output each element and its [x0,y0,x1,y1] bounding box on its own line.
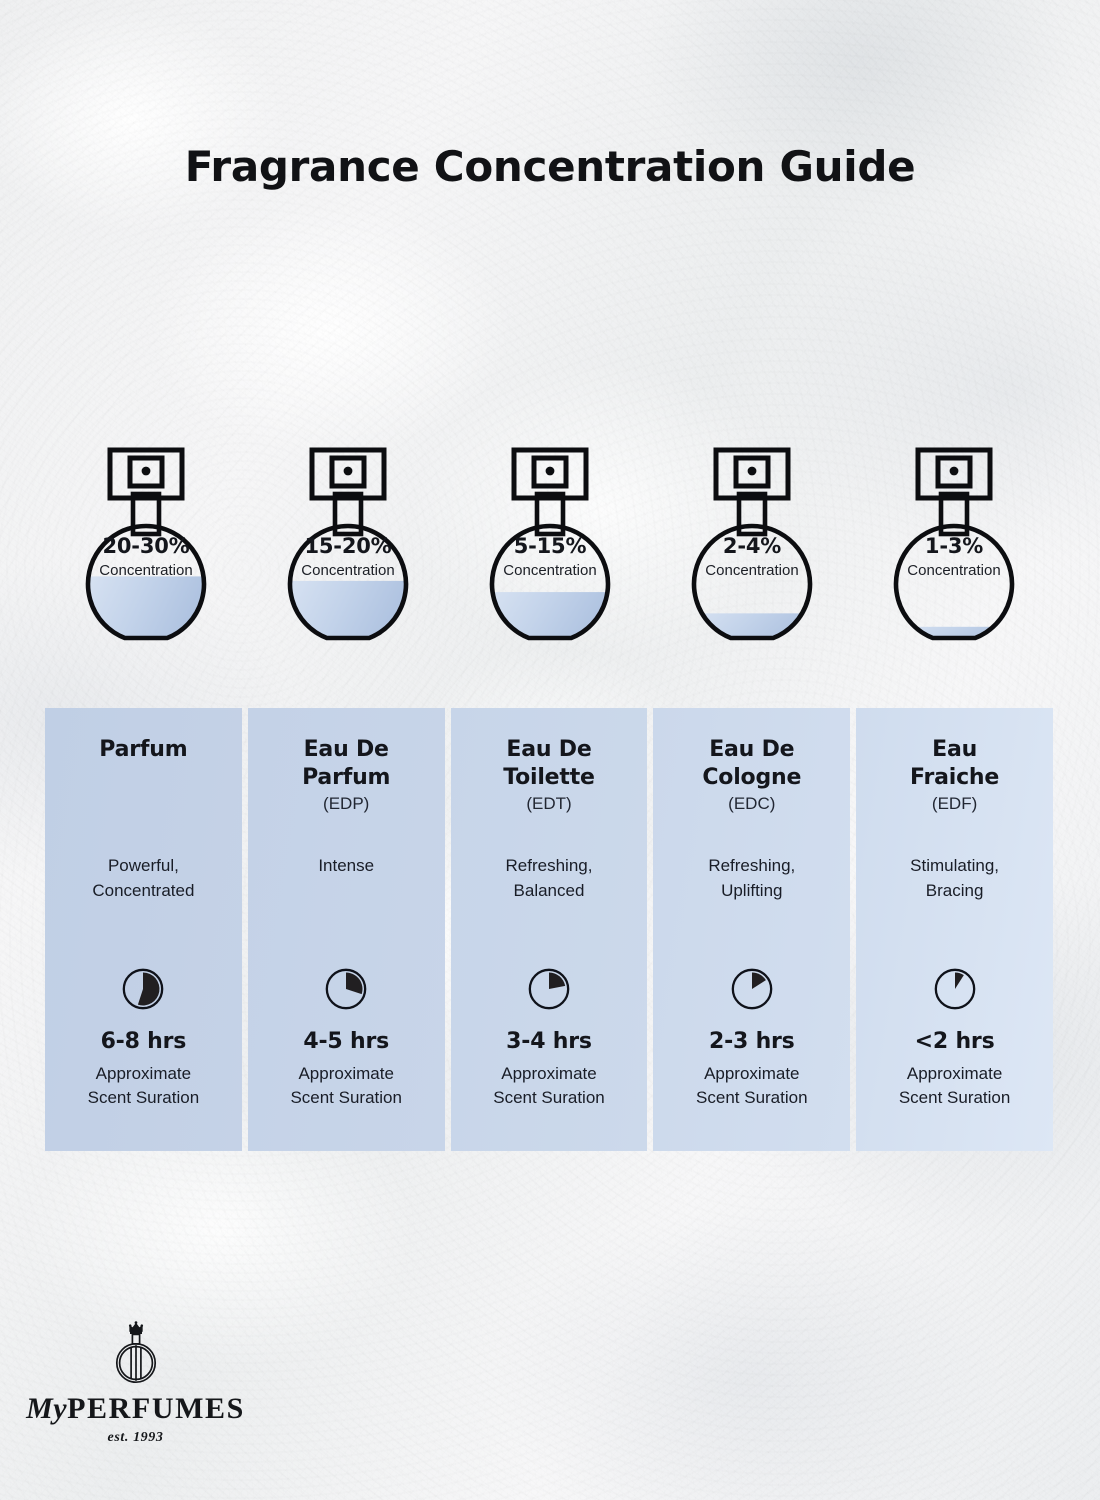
perfume-bottle-icon [691,447,813,641]
card-title: Eau De Parfum [302,737,391,790]
card-description: Refreshing, Uplifting [708,856,796,900]
card-description: Intense [318,856,375,875]
card-title: Eau Fraiche [910,737,1000,790]
card-description: Stimulating, Bracing [910,856,999,900]
crown-bottle-emblem-icon [115,1321,156,1384]
duration-caption: Approximate Scent Suration [696,1064,808,1107]
card-title: Eau De Cologne [702,737,802,790]
bottle-graphic: 15-20% Concentration [260,438,436,666]
perfume-bottle-icon [489,447,611,641]
bottle-4: 2-4% Concentration [651,438,853,668]
bottle-2: 15-20% Concentration [247,438,449,668]
brand-wordmark: MyPERFUMES [26,1394,245,1424]
bottles-row: 20-30% Concentration 15-20% Concentration 5-… [45,438,1055,668]
clock-duration-icon [123,968,164,1010]
fragrance-card-2: Eau De Parfum (EDP) Intense 4-5 hrs Approxima… [247,708,445,1151]
bottle-graphic: 20-30% Concentration [58,438,234,666]
fragrance-card-3: Eau De Toilette (EDT) Refreshing, Balanced 3-… [450,708,648,1151]
duration-value: 3-4 hrs [506,1029,592,1054]
clock-duration-icon [325,968,367,1010]
perfume-bottle-icon [85,447,207,641]
bottle-5: 1-3% Concentration [853,438,1055,668]
clock-icon-wrap [526,966,572,1012]
card-description: Refreshing, Balanced [505,856,593,900]
fragrance-card-5: Eau Fraiche (EDF) Stimulating, Bracing <2 hrs… [856,708,1053,1151]
perfume-bottle-icon [287,447,409,641]
duration-value: 4-5 hrs [303,1029,389,1054]
clock-duration-icon [528,968,570,1010]
clock-duration-icon [731,968,773,1010]
card-title: Parfum [99,737,188,762]
fragrance-card-1: Parfum Powerful, Concentrated 6-8 hrs Approx… [45,708,242,1151]
bottle-graphic: 2-4% Concentration [664,438,840,666]
brand-established: est. 1993 [107,1430,164,1445]
duration-value: 2-3 hrs [708,1029,795,1054]
clock-icon-wrap [120,966,166,1012]
card-abbreviation: (EDT) [526,794,572,813]
duration-value: <2 hrs [914,1029,995,1054]
duration-caption: Approximate Scent Suration [898,1064,1011,1107]
fragrance-card-4: Eau De Cologne (EDC) Refreshing, Uplifting 2-… [653,708,851,1151]
duration-caption: Approximate Scent Suration [290,1064,402,1107]
card-title: Eau De Toilette [503,737,595,790]
card-description: Powerful, Concentrated [92,856,195,900]
bottle-1: 20-30% Concentration [45,438,247,668]
bottle-3: 5-15% Concentration [449,438,651,668]
brand-name-prefix: My [26,1392,68,1425]
card-abbreviation: (EDP) [323,794,370,813]
perfume-bottle-icon [893,447,1015,641]
clock-duration-icon [934,968,975,1010]
card-abbreviation: (EDF) [931,794,978,813]
page-title: Fragrance Concentration Guide [184,142,916,191]
brand-name-main: PERFUMES [67,1392,245,1425]
card-abbreviation: (EDC) [728,794,776,813]
bottle-graphic: 5-15% Concentration [462,438,638,666]
duration-caption: Approximate Scent Suration [493,1064,605,1107]
fragrance-cards-row: Parfum Powerful, Concentrated 6-8 hrs Approx… [45,708,1055,1151]
duration-value: 6-8 hrs [100,1029,187,1054]
clock-icon-wrap [932,966,978,1012]
duration-caption: Approximate Scent Suration [87,1064,200,1107]
brand-logo: MyPERFUMES est. 1993 [26,1318,245,1446]
clock-icon-wrap [323,966,369,1012]
bottle-graphic: 1-3% Concentration [866,438,1042,666]
clock-icon-wrap [729,966,775,1012]
